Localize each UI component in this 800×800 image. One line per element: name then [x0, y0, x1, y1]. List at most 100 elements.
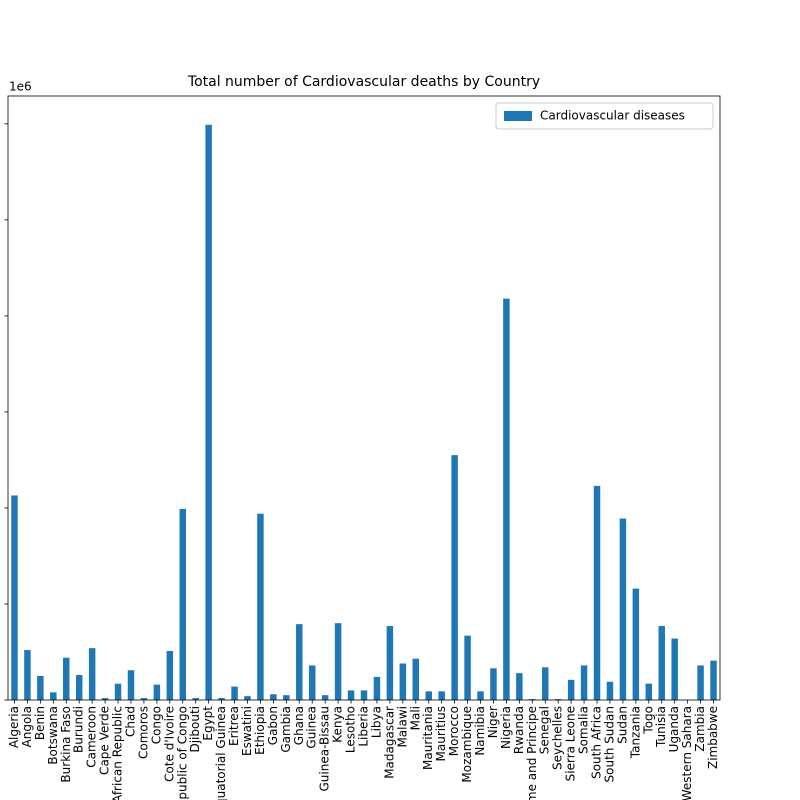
legend-label: Cardiovascular diseases — [540, 109, 685, 123]
x-tick-label: Madagascar — [382, 706, 396, 779]
bar — [347, 690, 355, 700]
x-tick-label: Mauritania — [421, 706, 435, 770]
legend-swatch — [504, 111, 532, 121]
x-tick-label: Algeria — [7, 706, 21, 748]
x-tick-label: South Sudan — [602, 706, 616, 783]
x-tick-label: Nigeria — [499, 706, 513, 749]
x-tick-label: Zambia — [693, 706, 707, 752]
x-tick-label: Eritrea — [227, 706, 241, 746]
bar — [153, 684, 161, 700]
x-tick-label: Burkina Faso — [59, 706, 73, 783]
bar — [606, 681, 614, 700]
bar — [386, 626, 394, 700]
bar — [114, 683, 122, 700]
bar — [464, 635, 471, 700]
x-tick-label: Seychelles — [551, 706, 565, 770]
bar — [516, 673, 523, 700]
x-tick-label: Burundi — [72, 706, 86, 753]
x-tick-label: Ethiopia — [253, 706, 267, 755]
bar — [619, 518, 627, 700]
chart-title: Total number of Cardiovascular deaths by… — [187, 74, 540, 90]
x-tick-label: Tunisia — [654, 706, 668, 748]
x-tick-label: Egypt — [201, 706, 215, 741]
x-tick-label: Guinea-Bissau — [318, 706, 332, 792]
bar — [580, 665, 588, 700]
bar — [451, 455, 458, 700]
x-tick-label: Djibouti — [188, 706, 202, 753]
x-tick-label: Morocco — [447, 706, 461, 756]
x-tick-label: Lesotho — [344, 706, 358, 753]
x-tick-label: Somalia — [577, 706, 591, 754]
bar — [490, 668, 497, 700]
x-tick-label: Gambia — [279, 706, 293, 753]
x-tick-label: Cameroon — [85, 706, 99, 768]
bar — [205, 124, 212, 701]
bar — [593, 485, 601, 700]
bar — [529, 699, 536, 700]
x-tick-label: Eswatini — [240, 706, 254, 756]
bar — [360, 690, 368, 700]
bar — [554, 699, 562, 700]
bar — [50, 692, 57, 700]
bar — [503, 298, 510, 700]
x-tick-label: Comoros — [136, 706, 150, 759]
x-tick-label: Equatorial Guinea — [214, 706, 228, 800]
x-tick-label: Zimbabwe — [706, 706, 720, 769]
legend: Cardiovascular diseases — [495, 102, 714, 130]
x-tick-label: Angola — [20, 706, 34, 747]
x-tick-label: Sudan — [615, 706, 629, 744]
x-tick-label: Cape Verde — [98, 706, 112, 775]
x-tick-label: Malawi — [395, 706, 409, 748]
x-tick-label: Mauritius — [434, 706, 448, 761]
bar — [179, 508, 186, 700]
x-tick-label: Libya — [369, 706, 383, 738]
bar — [166, 651, 174, 700]
y-offset-label: 1e6 — [9, 80, 32, 94]
x-tick-label: Namibia — [473, 706, 487, 756]
bar — [542, 667, 549, 700]
bar — [283, 695, 290, 700]
bar — [270, 694, 277, 700]
bar — [101, 698, 109, 700]
bar — [308, 665, 316, 700]
x-tick-label: Mali — [408, 706, 422, 730]
bar — [140, 698, 148, 700]
bar — [11, 495, 18, 700]
bar — [63, 657, 70, 700]
x-tick-label: Western Sahara — [680, 706, 694, 800]
bar — [373, 676, 381, 700]
bar — [567, 679, 575, 700]
bar — [645, 683, 653, 700]
x-tick-label: Ghana — [292, 706, 306, 745]
x-tick-label: Senegal — [538, 706, 552, 754]
x-tick-label: Cote d'Ivoire — [162, 706, 176, 782]
x-tick-label: Gabon — [266, 706, 280, 745]
legend-box — [495, 102, 714, 130]
x-tick-label: Liberia — [357, 706, 371, 747]
bar — [257, 513, 264, 700]
x-tick-label: Niger — [486, 706, 500, 738]
bar — [477, 691, 484, 700]
bar — [425, 691, 432, 700]
bar — [231, 686, 238, 700]
x-tick-label: Botswana — [46, 706, 60, 765]
bar — [632, 588, 640, 700]
bar — [671, 638, 678, 700]
x-tick-label: Mozambique — [460, 706, 474, 783]
bar — [438, 691, 445, 700]
x-tick-label: Sao Tome and Principe — [525, 706, 539, 800]
bar — [321, 695, 329, 700]
x-tick-label: Congo — [149, 706, 163, 744]
bar — [244, 696, 251, 700]
x-tick-label: South Africa — [590, 706, 604, 779]
x-tick-label: Democratic Republic of Congo — [175, 706, 189, 800]
bar — [334, 623, 342, 700]
bar — [296, 624, 303, 700]
bar — [24, 650, 31, 700]
x-tick-label: Chad — [123, 706, 137, 737]
x-tick-label: Tanzania — [628, 706, 642, 759]
x-tick-label: Rwanda — [512, 706, 526, 754]
x-tick-label: Togo — [641, 706, 655, 735]
bar — [88, 648, 96, 700]
